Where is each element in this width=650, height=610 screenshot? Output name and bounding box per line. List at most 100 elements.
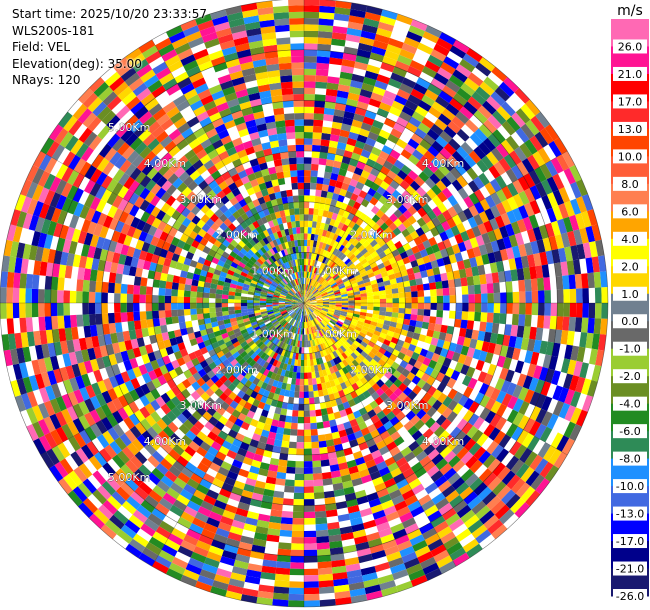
velocity-cell [435,458,449,471]
velocity-cell [323,283,330,289]
velocity-cell [304,301,311,303]
velocity-cell [373,330,381,337]
velocity-cell [309,334,312,341]
velocity-cell [315,295,322,299]
velocity-cell [283,314,290,319]
velocity-cell [364,265,372,272]
velocity-cell [391,249,400,257]
velocity-cell [545,250,555,265]
velocity-cell [474,303,482,313]
velocity-cell [204,421,215,432]
velocity-cell [341,59,356,68]
velocity-cell [180,574,198,587]
velocity-cell [95,406,107,421]
velocity-cell [349,158,359,167]
velocity-cell [307,366,312,373]
velocity-cell [304,473,314,481]
velocity-cell [300,366,304,373]
velocity-cell [446,377,457,389]
velocity-cell [332,572,348,581]
velocity-cell [348,465,359,475]
velocity-cell [214,574,231,585]
velocity-cell [376,521,391,532]
velocity-cell [38,435,52,452]
velocity-cell [383,90,397,101]
velocity-cell [455,481,470,495]
velocity-cell [136,87,152,102]
velocity-cell [385,411,396,421]
velocity-cell [266,308,273,311]
velocity-cell [207,446,219,457]
velocity-cell [282,376,289,384]
velocity-cell [247,308,254,312]
velocity-cell [230,321,238,327]
velocity-cell [473,482,488,496]
velocity-cell [424,303,431,310]
velocity-cell [297,314,301,322]
velocity-cell [160,202,171,214]
velocity-cell [331,344,338,351]
velocity-cell [267,528,281,536]
velocity-cell [43,189,56,206]
velocity-cell [426,406,437,418]
velocity-cell [95,420,108,435]
velocity-cell [66,339,75,353]
velocity-cell [548,448,562,466]
velocity-cell [387,401,398,412]
velocity-cell [153,325,162,335]
velocity-cell [400,149,412,160]
velocity-cell [521,432,535,448]
velocity-cell [165,234,175,244]
velocity-cell [188,366,198,376]
velocity-cell [538,366,549,382]
velocity-cell [292,305,299,309]
velocity-cell [173,246,183,256]
velocity-cell [96,157,110,172]
velocity-cell [216,102,230,113]
velocity-cell [384,388,394,398]
velocity-cell [438,430,450,442]
velocity-cell [343,447,353,456]
velocity-cell [421,382,432,393]
velocity-cell [160,272,168,282]
velocity-cell [319,151,328,160]
velocity-cell [471,266,480,277]
velocity-cell [152,279,161,288]
velocity-cell [487,519,504,535]
velocity-cell [273,490,285,499]
velocity-cell [467,377,478,390]
velocity-cell [389,489,402,500]
velocity-cell [285,315,291,321]
velocity-cell [486,283,494,294]
velocity-cell [351,256,359,264]
velocity-cell [259,231,266,240]
velocity-cell [203,100,217,112]
velocity-cell [337,513,351,522]
velocity-cell [272,496,284,505]
velocity-cell [241,309,248,313]
velocity-cell [147,472,161,486]
velocity-cell [168,128,182,141]
velocity-cell [289,311,295,317]
velocity-cell [32,184,44,201]
velocity-cell [402,377,412,387]
velocity-cell [145,50,162,64]
velocity-cell [308,384,314,392]
velocity-cell [329,134,340,142]
velocity-cell [286,308,293,312]
velocity-cell [297,429,304,436]
velocity-cell [32,405,44,422]
velocity-cell [133,303,140,312]
velocity-cell [228,265,237,273]
velocity-cell [208,236,217,245]
velocity-cell [1,334,11,351]
velocity-cell [283,336,289,344]
velocity-cell [329,301,336,303]
velocity-cell [194,363,204,372]
velocity-cell [414,419,425,431]
velocity-cell [367,258,376,265]
velocity-cell [208,249,217,257]
velocity-cell [155,37,172,51]
velocity-cell [129,204,140,217]
velocity-cell [562,316,570,331]
